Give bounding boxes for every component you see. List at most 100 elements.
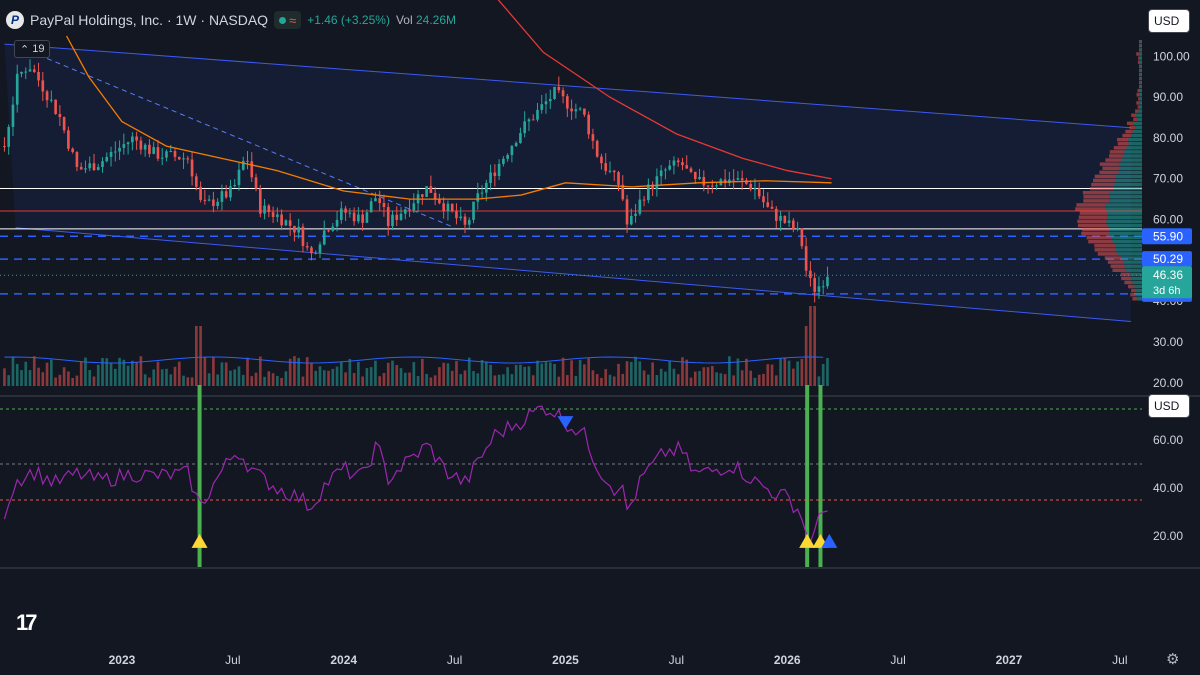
candle-body	[766, 202, 770, 207]
candle-body	[314, 252, 318, 254]
volume-bar	[472, 371, 475, 386]
volume-bar	[655, 375, 659, 386]
volume-bar	[787, 360, 791, 386]
volume-profile-bar	[1138, 93, 1142, 97]
volume-bar	[753, 377, 757, 386]
volume-bar	[378, 376, 382, 386]
volume-profile-bar	[1081, 231, 1109, 236]
candle-body	[693, 171, 697, 180]
candle-body	[826, 276, 829, 287]
volume-bar	[3, 368, 6, 386]
volume-bar	[126, 365, 130, 386]
candle-body	[386, 206, 390, 227]
volume-bar	[681, 357, 684, 386]
volume-bar	[45, 362, 49, 386]
settings-gear-icon[interactable]: ⚙	[1166, 651, 1180, 668]
candle-body	[689, 168, 693, 172]
volume-bar	[804, 326, 808, 386]
candle-body	[131, 136, 134, 143]
candle-body	[800, 228, 804, 247]
candle-body	[11, 104, 15, 127]
signal-bar	[818, 385, 823, 567]
candle-body	[587, 114, 590, 135]
candle-body	[28, 69, 32, 72]
candle-body	[497, 163, 501, 177]
volume-bar	[762, 373, 765, 386]
volume-profile-bar	[1130, 292, 1136, 297]
candle-body	[54, 99, 57, 115]
candle-body	[659, 170, 663, 177]
symbol-header[interactable]: P PayPal Holdings, Inc. · 1W · NASDAQ ≈ …	[6, 8, 456, 32]
candle-body	[50, 99, 53, 101]
currency-button[interactable]: USD	[1148, 9, 1190, 33]
volume-bar	[502, 374, 505, 386]
candle-body	[216, 201, 219, 206]
tradingview-logo-icon[interactable]: 17	[16, 610, 38, 635]
candle-body	[156, 147, 160, 159]
candle-body	[250, 161, 254, 178]
market-status-badge[interactable]: ≈	[274, 11, 302, 29]
signal-bar	[197, 385, 202, 567]
candle-body	[762, 196, 765, 203]
candle-body	[489, 172, 492, 183]
candle-body	[664, 169, 667, 171]
volume-bar	[135, 362, 138, 386]
candle-body	[459, 216, 463, 219]
volume-bar	[783, 357, 787, 386]
candle-body	[502, 158, 505, 164]
volume-bar	[386, 362, 390, 386]
volume-profile-bar	[1137, 117, 1142, 122]
candle-body	[339, 208, 343, 220]
candle-body	[736, 178, 740, 180]
market-wave-icon: ≈	[289, 12, 297, 28]
volume-bar	[685, 359, 689, 386]
candle-body	[165, 151, 168, 158]
volume-readout: Vol 24.26M	[396, 13, 456, 27]
volume-bar	[779, 358, 782, 386]
volume-profile-bar	[1135, 125, 1142, 130]
volume-profile-bar	[1139, 44, 1141, 48]
volume-bar	[774, 375, 778, 386]
candle-body	[676, 160, 680, 163]
candle-body	[578, 108, 582, 110]
volume-bar	[50, 359, 53, 386]
volume-bar	[484, 361, 488, 386]
volume-bar	[348, 358, 352, 386]
candle-body	[169, 151, 173, 153]
candle-body	[668, 165, 671, 170]
volume-bar	[583, 364, 586, 386]
candle-body	[472, 201, 475, 220]
volume-bar	[621, 373, 625, 386]
indicators-toggle[interactable]: ⌃ 19	[14, 40, 51, 58]
volume-bar	[689, 377, 693, 386]
volume-profile-bar	[1088, 239, 1113, 244]
candle-body	[787, 220, 791, 223]
volume-bar	[719, 373, 723, 386]
volume-profile-bar	[1132, 129, 1142, 134]
volume-profile-bar	[1124, 264, 1142, 268]
candle-body	[783, 215, 787, 223]
candle-body	[817, 286, 821, 292]
volume-profile-bar	[1126, 121, 1134, 126]
candle-body	[723, 179, 727, 184]
chevron-up-icon: ⌃	[20, 43, 30, 56]
candle-body	[536, 109, 539, 120]
symbol-title[interactable]: PayPal Holdings, Inc. · 1W · NASDAQ	[30, 12, 269, 28]
volume-bar	[322, 370, 326, 386]
volume-profile-bar	[1102, 166, 1121, 170]
time-axis-tick: Jul	[890, 653, 905, 667]
candle-body	[629, 215, 633, 225]
volume-profile-bar	[1125, 129, 1133, 134]
candle-body	[813, 278, 816, 292]
volume-profile-bar	[1139, 88, 1142, 93]
volume-profile-bar	[1140, 44, 1142, 48]
rsi-currency-button[interactable]: USD	[1148, 394, 1190, 418]
candle-body	[258, 188, 262, 214]
candle-body	[391, 214, 394, 227]
volume-bar	[32, 356, 36, 386]
candle-body	[792, 220, 795, 230]
volume-profile-bar	[1094, 244, 1116, 248]
volume-bar	[11, 356, 15, 386]
volume-profile-bar	[1136, 297, 1142, 301]
